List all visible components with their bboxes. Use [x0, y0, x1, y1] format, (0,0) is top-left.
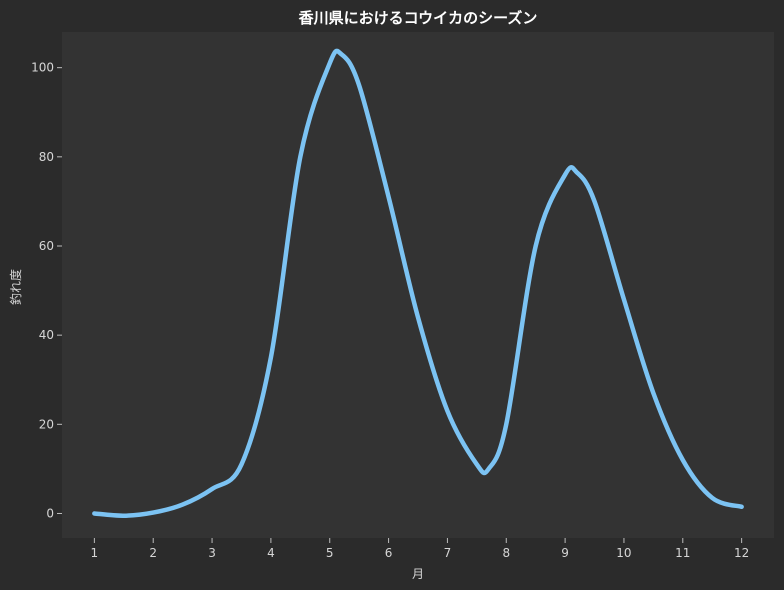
plot-area: [62, 32, 774, 538]
x-axis: 1 2 3 4 5 6 7 8 9 10 11 12: [91, 538, 749, 560]
y-tick-label: 100: [31, 61, 54, 75]
x-tick-label: 1: [91, 546, 99, 560]
x-tick-label: 2: [149, 546, 157, 560]
y-axis: 0 20 40 60 80 100: [31, 61, 62, 520]
x-tick-label: 7: [444, 546, 452, 560]
y-tick-label: 80: [39, 150, 54, 164]
series-line: [92, 48, 744, 518]
x-axis-title: 月: [412, 567, 424, 581]
x-tick-label: 8: [502, 546, 510, 560]
x-tick-label: 5: [326, 546, 334, 560]
x-tick-label: 12: [734, 546, 749, 560]
y-tick-label: 60: [39, 239, 54, 253]
x-tick-label: 3: [208, 546, 216, 560]
y-tick-label: 0: [46, 506, 54, 520]
y-axis-title: 釣れ度: [8, 269, 23, 305]
x-tick-label: 9: [561, 546, 569, 560]
x-tick-label: 11: [675, 546, 690, 560]
series-layer: [92, 48, 744, 518]
y-tick-label: 20: [39, 417, 54, 431]
x-tick-label: 6: [385, 546, 393, 560]
x-tick-label: 10: [616, 546, 631, 560]
chart-title: 香川県におけるコウイカのシーズン: [299, 9, 538, 27]
x-tick-label: 4: [267, 546, 275, 560]
y-tick-label: 40: [39, 328, 54, 342]
